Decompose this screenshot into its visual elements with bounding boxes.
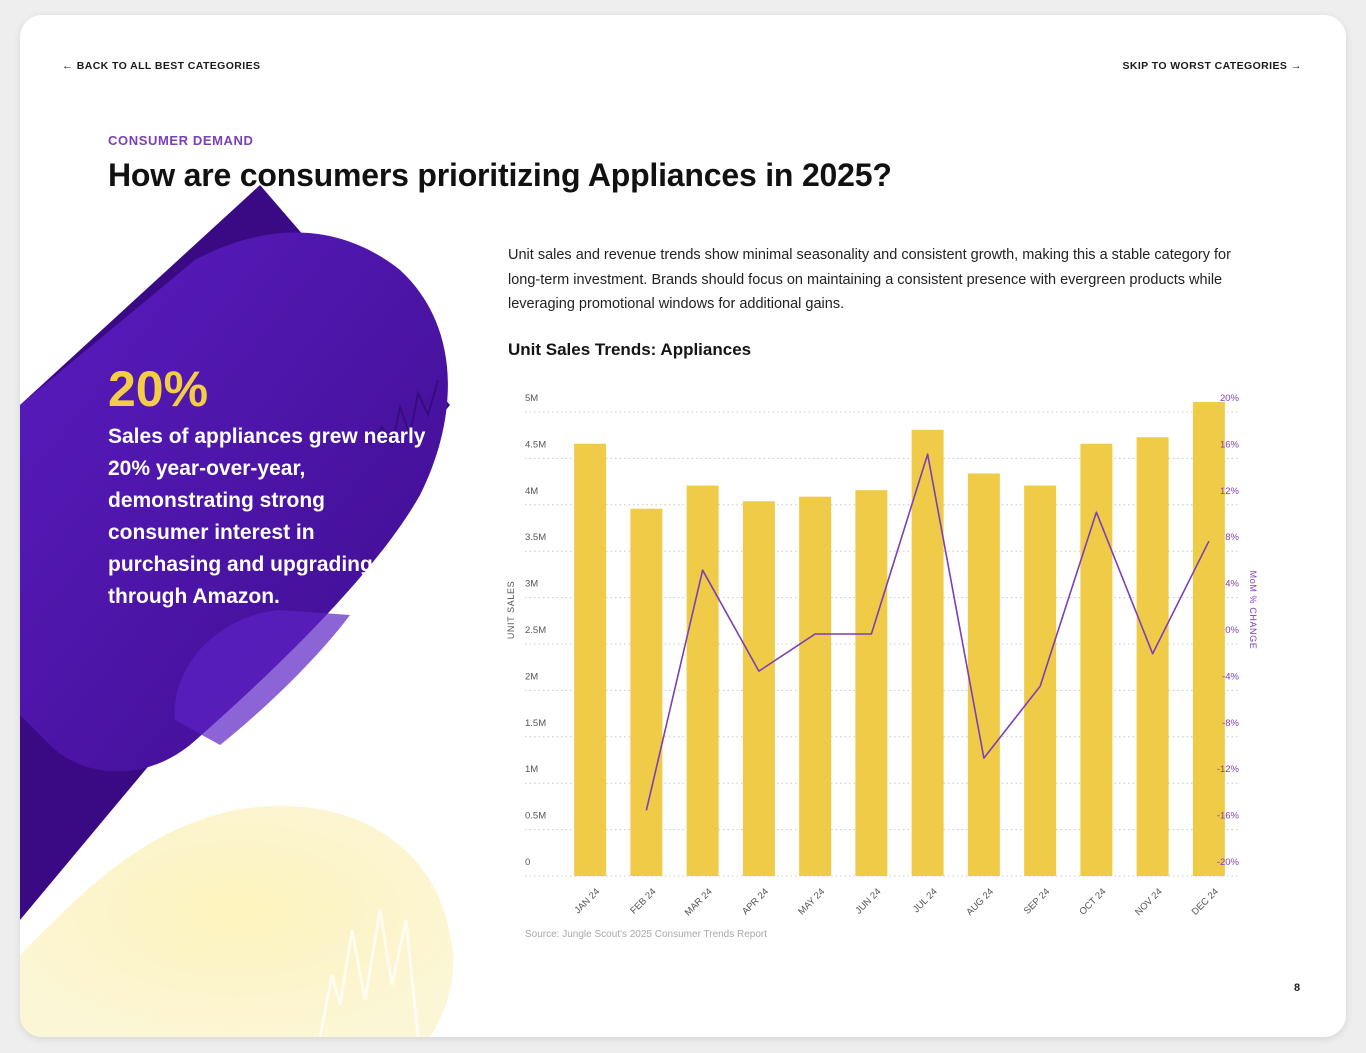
y-tick-label: 1.5M <box>525 718 546 729</box>
yellow-wave-line <box>318 909 420 1037</box>
chart-source: Source: Jungle Scout's 2025 Consumer Tre… <box>525 929 768 940</box>
arrow-right-icon: → <box>1290 60 1302 72</box>
decorative-background-art <box>20 185 454 1037</box>
bar-nov-24 <box>1136 437 1169 876</box>
back-link-label: BACK TO ALL BEST CATEGORIES <box>76 60 261 72</box>
x-tick-label: SEP 24 <box>1022 886 1052 916</box>
y2-tick-label: -8% <box>1222 718 1239 729</box>
chart-title: Unit Sales Trends: Appliances <box>508 340 752 359</box>
y-tick-label: 4M <box>525 486 538 497</box>
skip-link-label: SKIP TO WORST CATEGORIES <box>1122 60 1288 72</box>
y2-tick-label: 16% <box>1220 439 1240 450</box>
x-tick-label: MAR 24 <box>683 886 715 918</box>
y2-tick-label: -16% <box>1217 811 1240 822</box>
y2-tick-label: 4% <box>1225 579 1239 590</box>
x-tick-label: FEB 24 <box>628 886 658 916</box>
report-page: ← BACK TO ALL BEST CATEGORIES SKIP TO WO… <box>20 15 1346 1037</box>
mom-change-line <box>645 453 1210 811</box>
x-tick-label: AUG 24 <box>964 886 996 918</box>
y-tick-label: 0 <box>525 857 530 868</box>
x-tick-label: NOV 24 <box>1133 886 1165 918</box>
section-eyebrow: CONSUMER DEMAND <box>108 133 254 148</box>
y2-tick-label: 8% <box>1225 532 1239 543</box>
bar-dec-24 <box>1192 402 1225 876</box>
bar-jul-24 <box>911 429 944 876</box>
purple-pill-shape <box>20 232 448 772</box>
skip-to-worst-categories-link[interactable]: SKIP TO WORST CATEGORIES → <box>1122 60 1302 72</box>
bar-sep-24 <box>1024 485 1057 876</box>
y2-tick-label: 12% <box>1220 486 1240 497</box>
y2-tick-label: 20% <box>1220 393 1240 404</box>
arrow-left-icon: ← <box>62 60 74 72</box>
bar-apr-24 <box>742 501 775 876</box>
y-tick-label: 3.5M <box>525 532 546 543</box>
x-tick-label: OCT 24 <box>1077 886 1108 917</box>
y-tick-label: 2.5M <box>525 625 546 636</box>
x-tick-label: JUL 24 <box>911 886 940 915</box>
y-tick-label: 2M <box>525 671 538 682</box>
bar-aug-24 <box>967 473 1000 876</box>
x-tick-label: JUN 24 <box>853 886 883 916</box>
x-tick-label: JAN 24 <box>572 886 602 916</box>
y2-tick-label: -20% <box>1217 857 1240 868</box>
y-tick-label: 1M <box>525 764 538 775</box>
bar-feb-24 <box>630 508 663 876</box>
y-tick-label: 0.5M <box>525 811 546 822</box>
bar-mar-24 <box>686 485 719 876</box>
bar-may-24 <box>799 496 832 876</box>
y2-tick-label: -12% <box>1217 764 1240 775</box>
y-tick-label: 3M <box>525 579 538 590</box>
y-axis-title: UNIT SALES <box>506 581 516 639</box>
y2-tick-label: -4% <box>1222 671 1239 682</box>
bar-jun-24 <box>855 490 888 876</box>
y-tick-label: 5M <box>525 393 538 404</box>
bar-oct-24 <box>1080 443 1113 876</box>
page-number: 8 <box>1294 982 1301 994</box>
intro-paragraph: Unit sales and revenue trends show minim… <box>508 247 1231 312</box>
page-title: How are consumers prioritizing Appliance… <box>108 157 892 193</box>
unit-sales-chart: 0 0.5M 1M 1.5M 2M 2.5M 3M 3.5M 4M 4.5M 5M -20% -16% -… <box>506 393 1258 918</box>
x-tick-label: MAY 24 <box>796 886 827 917</box>
y2-tick-label: 0% <box>1225 625 1239 636</box>
y-tick-label: 4.5M <box>525 439 546 450</box>
purple-wave-line <box>369 379 439 448</box>
bar-jan-24 <box>574 443 607 876</box>
y2-axis-title: MoM % CHANGE <box>1248 571 1258 650</box>
x-tick-label: APR 24 <box>740 886 771 917</box>
purple-arc-shape <box>174 610 350 745</box>
stat-description: Sales of appliances grew nearly 20% year… <box>108 425 426 608</box>
back-to-best-categories-link[interactable]: ← BACK TO ALL BEST CATEGORIES <box>62 60 260 72</box>
x-tick-label: DEC 24 <box>1190 886 1221 917</box>
stat-value: 20% <box>108 361 209 417</box>
